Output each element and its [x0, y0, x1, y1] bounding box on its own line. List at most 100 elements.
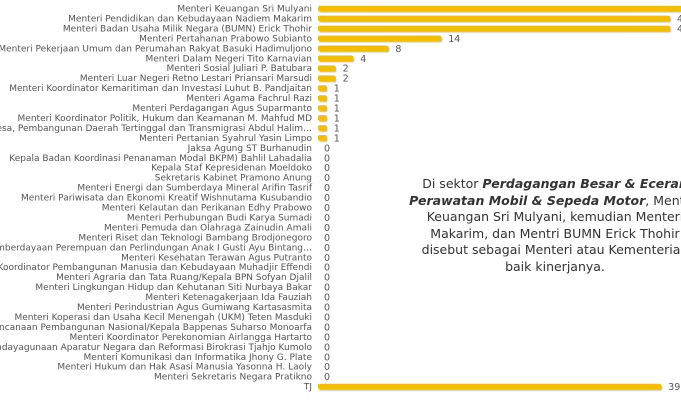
value-label: 0: [324, 312, 330, 323]
category-label: Menteri Perencanaan Pembangunan Nasional…: [0, 323, 312, 333]
category-label: Menteri Hukum dan Hak Asasi Manusia Yaso…: [57, 363, 312, 373]
value-label: 0: [324, 243, 330, 254]
value-label: 1: [334, 113, 340, 124]
note-line4: Makarim, dan Mentri BUMN Erick Thohir: [430, 225, 680, 241]
category-label: Menteri Energi dan Sumberdaya Mineral Ar…: [77, 184, 312, 194]
note-line6: baik kinerjanya.: [505, 258, 605, 274]
category-label: Menteri Komunikasi dan Informatika Jhony…: [84, 353, 313, 363]
note-line3: Keuangan Sri Mulyani, kemudian Menteri: [426, 209, 681, 224]
value-label: 40: [677, 14, 681, 25]
category-label: Menteri Pemuda dan Olahraga Zainudin Ama…: [104, 223, 312, 233]
value-label: 0: [324, 283, 330, 294]
value-label: 4: [360, 54, 366, 65]
category-label: Menteri Koordinator Politik, Hukum dan K…: [18, 114, 313, 124]
value-label: 0: [324, 143, 330, 154]
value-label: 1: [334, 84, 340, 95]
value-label: 2: [343, 74, 349, 85]
value-label: 0: [324, 322, 330, 333]
bar: [318, 15, 670, 22]
bar: [318, 135, 327, 141]
annotation-text: Di sektor Perdagangan Besar & Eceran Per…: [405, 176, 681, 275]
bar: [318, 383, 662, 390]
category-label: Menteri Lingkungan Hidup dan Kehutanan S…: [35, 283, 312, 293]
category-label: Menteri Perdagangan Agus Suparmanto: [132, 104, 312, 114]
note-line2-suffix: , Menteri: [645, 192, 681, 208]
category-label: Kepala Staf Kepresidenan Moeldoko: [151, 164, 312, 174]
note-line1-prefix: Di sektor: [422, 176, 483, 191]
value-label: 0: [324, 293, 330, 304]
value-label: 8: [395, 44, 401, 55]
category-label: Menteri Pertahanan Prabowo Subianto: [139, 34, 312, 44]
bar: [318, 115, 327, 121]
category-label: Kepala Badan Koordinasi Penanaman Modal …: [9, 154, 312, 164]
category-label: Menteri Pemberdayaan Perempuan dan Perli…: [0, 243, 312, 253]
bar: [318, 95, 327, 101]
bar: [318, 45, 389, 52]
value-label: 0: [324, 153, 330, 164]
note-line2-bold: Perawatan Mobil & Sepeda Motor: [409, 192, 646, 208]
value-label: 0: [324, 342, 330, 353]
category-label: Sekretaris Kabinet Pramono Anung: [155, 174, 312, 184]
value-label: 39: [668, 382, 680, 393]
bar: [318, 105, 327, 111]
value-label: 1: [334, 104, 340, 115]
category-label: Menteri Pendidikan dan Kebudayaan Nadiem…: [68, 14, 312, 24]
value-label: 0: [324, 362, 330, 373]
bar: [318, 125, 327, 131]
category-label: Menteri Koordinator Kemaritiman dan Inve…: [9, 84, 312, 94]
category-label: Menteri Riset dan Teknologi Bambang Brod…: [78, 233, 312, 243]
value-label: 0: [324, 183, 330, 194]
category-label: Menteri Koordinator Perekonomian Airlang…: [70, 333, 313, 343]
value-label: 0: [324, 193, 330, 204]
category-label: Menteri Kesehatan Terawan Agus Putranto: [121, 253, 312, 263]
category-label: Menteri Perindustrian Agus Gumiwang Kart…: [77, 303, 312, 313]
category-label: Menteri Koordinator Pembangunan Manusia …: [0, 263, 312, 273]
category-label: Menteri Pertanian Syahrul Yasin Limpo: [139, 134, 312, 144]
category-label: Jaksa Agung ST Burhanudin: [187, 144, 312, 154]
category-label: Menteri Perhubungan Budi Karya Sumadi: [127, 213, 312, 223]
category-label: TJ: [303, 383, 312, 393]
bar: [318, 85, 327, 91]
bar: [318, 65, 336, 71]
value-label: 14: [448, 34, 460, 45]
bar: [318, 55, 354, 62]
bar: [318, 35, 442, 42]
value-label: 1: [334, 133, 340, 144]
category-label: Menteri Kelautan dan Perikanan Edhy Prab…: [102, 204, 313, 214]
value-label: 1: [334, 94, 340, 105]
category-label: Menteri Agraria dan Tata Ruang/Kepala BP…: [56, 273, 312, 283]
category-label: Menteri Desa, Pembangunan Daerah Terting…: [0, 124, 312, 134]
value-label: 0: [324, 332, 330, 343]
category-label: Menteri Pariwisata dan Ekonomi Kreatif W…: [21, 194, 312, 204]
category-label: Menteri Dalam Negeri Tito Karnavian: [146, 54, 313, 64]
value-label: 0: [324, 352, 330, 363]
category-label: Menteri Sosial Juliari P. Batubara: [167, 64, 312, 74]
value-label: 1: [334, 123, 340, 134]
category-label: Menteri Agama Fachrul Razi: [186, 94, 312, 104]
value-label: 0: [324, 213, 330, 224]
category-label: Menteri Pekerjaan Umum dan Perumahan Rak…: [0, 44, 312, 54]
value-label: 0: [324, 263, 330, 274]
category-label: Menteri Luar Negeri Retno Lestari Prians…: [80, 74, 312, 84]
bar: [318, 5, 681, 12]
value-label: 0: [324, 273, 330, 284]
category-label: Menteri Badan Usaha Milik Negara (BUMN) …: [63, 24, 312, 34]
value-label: 40: [677, 24, 681, 35]
value-label: 0: [324, 223, 330, 234]
category-label: Menteri Pendayagunaan Aparatur Negara da…: [0, 343, 312, 353]
value-label: 0: [324, 303, 330, 314]
note-line1-bold: Perdagangan Besar & Eceran: [482, 176, 681, 191]
value-label: 0: [324, 173, 330, 184]
value-label: 0: [324, 233, 330, 244]
category-label: Menteri Keuangan Sri Mulyani: [177, 5, 312, 15]
category-label: Menteri Ketenagakerjaan Ida Fauziah: [145, 293, 312, 303]
value-label: 0: [324, 253, 330, 264]
category-label: Menteri Sekretaris Negara Pratikno: [154, 373, 312, 383]
value-label: 0: [324, 203, 330, 214]
value-label: 0: [324, 372, 330, 383]
value-label: 2: [343, 64, 349, 75]
category-label: Menteri Koperasi dan Usaha Kecil Menenga…: [15, 313, 313, 323]
value-label: 0: [324, 163, 330, 174]
note-line5: disebut sebagai Menteri atau Kementerian: [421, 242, 681, 257]
